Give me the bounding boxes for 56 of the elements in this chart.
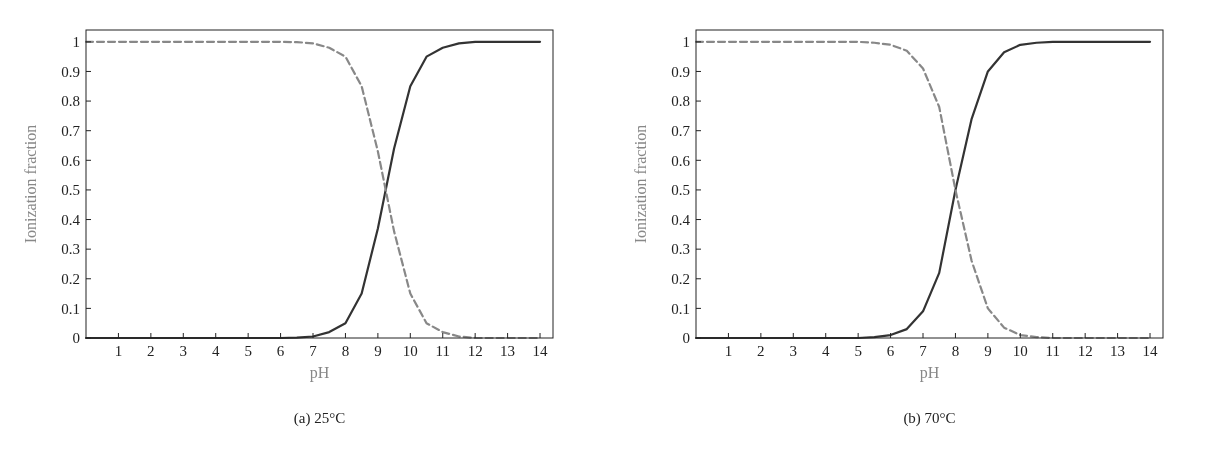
y-tick-label: 0.1: [61, 300, 80, 317]
y-tick-label: 0.4: [61, 211, 81, 228]
x-tick-label: 4: [821, 343, 830, 359]
y-tick-label: 0.8: [61, 93, 80, 110]
x-tick-label: 11: [435, 343, 450, 359]
y-tick-label: 0.5: [61, 182, 80, 199]
x-tick-label: 6: [276, 343, 285, 359]
x-tick-label: 2: [757, 343, 765, 359]
y-axis-title: Ionization fraction: [22, 124, 39, 244]
x-axis-title: pH: [919, 364, 940, 382]
x-tick-label: 9: [374, 343, 382, 359]
y-tick-label: 0.2: [61, 271, 80, 288]
x-tick-label: 10: [402, 343, 418, 359]
x-tick-label: 3: [789, 343, 798, 359]
y-tick-label: 0.4: [671, 211, 691, 228]
x-tick-label: 9: [984, 343, 992, 359]
x-tick-label: 10: [1012, 343, 1028, 359]
x-tick-label: 5: [244, 343, 252, 359]
y-tick-label: 0.2: [671, 271, 690, 288]
x-tick-label: 2: [147, 343, 155, 359]
text: (a) 25°C: [293, 410, 346, 427]
y-tick-label: 1: [72, 34, 80, 51]
x-tick-label: 4: [211, 343, 220, 359]
x-tick-label: 8: [951, 343, 960, 359]
y-tick-label: 0.7: [671, 122, 691, 139]
y-tick-label: 0.3: [671, 241, 690, 258]
y-tick-label: 0: [682, 330, 690, 347]
x-tick-label: 1: [724, 343, 733, 359]
x-axis-title: pH: [309, 364, 330, 382]
y-tick-label: 0.8: [671, 93, 690, 110]
x-tick-label: 14: [532, 343, 549, 359]
text: (b) 70°C: [903, 410, 956, 427]
y-tick-label: 0.6: [671, 152, 691, 169]
x-tick-label: 8: [341, 343, 350, 359]
y-tick-label: 0.3: [61, 241, 80, 258]
x-tick-label: 7: [919, 343, 928, 359]
y-axis-title: Ionization fraction: [632, 124, 649, 244]
x-tick-label: 5: [854, 343, 862, 359]
y-tick-label: 0.9: [671, 63, 690, 80]
y-tick-label: 0.9: [61, 63, 80, 80]
x-tick-label: 11: [1045, 343, 1060, 359]
x-tick-label: 12: [467, 343, 483, 359]
y-tick-label: 0: [72, 330, 80, 347]
x-tick-label: 6: [886, 343, 895, 359]
y-tick-label: 1: [682, 34, 690, 51]
x-tick-label: 3: [179, 343, 188, 359]
x-tick-label: 12: [1077, 343, 1093, 359]
x-tick-label: 1: [114, 343, 123, 359]
y-tick-label: 0.1: [671, 300, 690, 317]
y-tick-label: 0.5: [671, 182, 690, 199]
x-tick-label: 13: [500, 343, 516, 359]
x-tick-label: 13: [1110, 343, 1126, 359]
y-tick-label: 0.6: [61, 152, 81, 169]
x-tick-label: 14: [1142, 343, 1159, 359]
x-tick-label: 7: [309, 343, 318, 359]
y-tick-label: 0.7: [61, 122, 81, 139]
